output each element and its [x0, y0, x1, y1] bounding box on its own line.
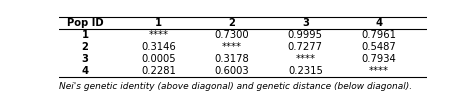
- Text: 0.7961: 0.7961: [361, 30, 396, 40]
- Text: 0.6003: 0.6003: [215, 66, 249, 76]
- Text: ****: ****: [369, 66, 389, 76]
- Text: 3: 3: [82, 54, 89, 64]
- Text: 4: 4: [375, 18, 383, 28]
- Text: 0.0005: 0.0005: [141, 54, 176, 64]
- Text: 0.7934: 0.7934: [362, 54, 396, 64]
- Text: 0.7300: 0.7300: [215, 30, 249, 40]
- Text: 2: 2: [228, 18, 236, 28]
- Text: ****: ****: [295, 54, 315, 64]
- Text: 0.5487: 0.5487: [362, 42, 396, 52]
- Text: 0.3146: 0.3146: [141, 42, 176, 52]
- Text: 0.2315: 0.2315: [288, 66, 323, 76]
- Text: 4: 4: [82, 66, 89, 76]
- Text: 3: 3: [302, 18, 309, 28]
- Text: 1: 1: [82, 30, 89, 40]
- Text: Pop ID: Pop ID: [67, 18, 103, 28]
- Text: 0.2281: 0.2281: [141, 66, 176, 76]
- Text: 0.3178: 0.3178: [215, 54, 249, 64]
- Text: ****: ****: [222, 42, 242, 52]
- Text: 1: 1: [155, 18, 162, 28]
- Text: 0.9995: 0.9995: [288, 30, 323, 40]
- Text: 2: 2: [82, 42, 89, 52]
- Text: 0.7277: 0.7277: [288, 42, 323, 52]
- Text: Nei's genetic identity (above diagonal) and genetic distance (below diagonal).: Nei's genetic identity (above diagonal) …: [59, 82, 412, 91]
- Text: ****: ****: [148, 30, 168, 40]
